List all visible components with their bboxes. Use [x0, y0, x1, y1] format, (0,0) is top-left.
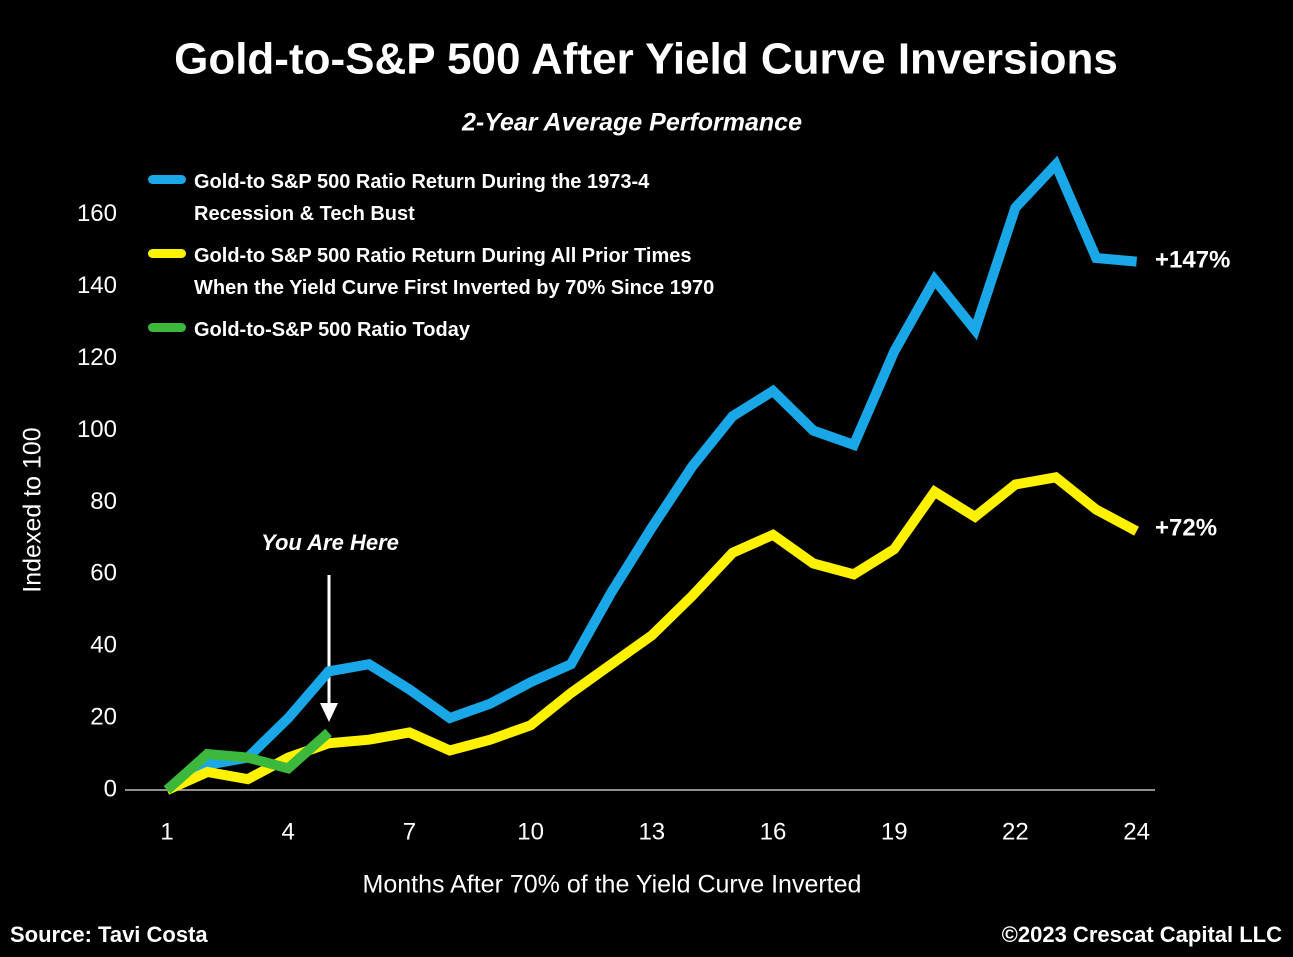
legend-swatch [148, 323, 186, 332]
y-tick-label: 0 [104, 775, 117, 802]
x-tick-label: 13 [638, 818, 665, 845]
x-tick-label: 7 [403, 818, 416, 845]
x-axis-label: Months After 70% of the Yield Curve Inve… [363, 871, 862, 899]
x-tick-label: 16 [760, 818, 787, 845]
chart-subtitle: 2-Year Average Performance [461, 109, 802, 137]
y-tick-label: 140 [77, 272, 117, 299]
x-tick-label: 22 [1002, 818, 1029, 845]
x-tick-label: 1 [160, 818, 173, 845]
legend-item: Gold-to-S&P 500 Ratio Today [148, 314, 748, 346]
annotation: +72% [1155, 514, 1217, 541]
x-tick-label: 10 [517, 818, 544, 845]
x-tick-label: 19 [881, 818, 908, 845]
legend-swatch [148, 249, 186, 258]
source: Source: Tavi Costa [10, 922, 208, 947]
chart-title: Gold-to-S&P 500 After Yield Curve Invers… [174, 35, 1118, 84]
y-tick-label: 100 [77, 416, 117, 443]
y-tick-label: 20 [90, 703, 117, 730]
arrow-head [320, 703, 338, 722]
series-line [164, 471, 1139, 795]
legend-label: Gold-to-S&P 500 Ratio Today [194, 319, 470, 341]
legend-item: Gold-to S&P 500 Ratio Return During All … [148, 240, 748, 304]
y-tick-label: 60 [90, 560, 117, 587]
annotation: +147% [1155, 246, 1230, 273]
legend: Gold-to S&P 500 Ratio Return During the … [148, 166, 748, 356]
y-tick-label: 120 [77, 344, 117, 371]
legend-item: Gold-to S&P 500 Ratio Return During the … [148, 166, 748, 230]
legend-label: Gold-to S&P 500 Ratio Return During All … [194, 245, 715, 299]
annotation: You Are Here [261, 530, 399, 555]
series-line [164, 155, 1138, 795]
x-tick-label: 4 [282, 818, 295, 845]
copyright: ©2023 Crescat Capital LLC [1002, 922, 1282, 947]
y-axis-label: Indexed to 100 [19, 427, 47, 592]
y-tick-label: 160 [77, 200, 117, 227]
y-tick-label: 40 [90, 632, 117, 659]
x-tick-label: 24 [1123, 818, 1150, 845]
legend-swatch [148, 175, 186, 184]
legend-label: Gold-to S&P 500 Ratio Return During the … [194, 171, 650, 225]
y-tick-label: 80 [90, 488, 117, 515]
series-line [163, 728, 332, 794]
